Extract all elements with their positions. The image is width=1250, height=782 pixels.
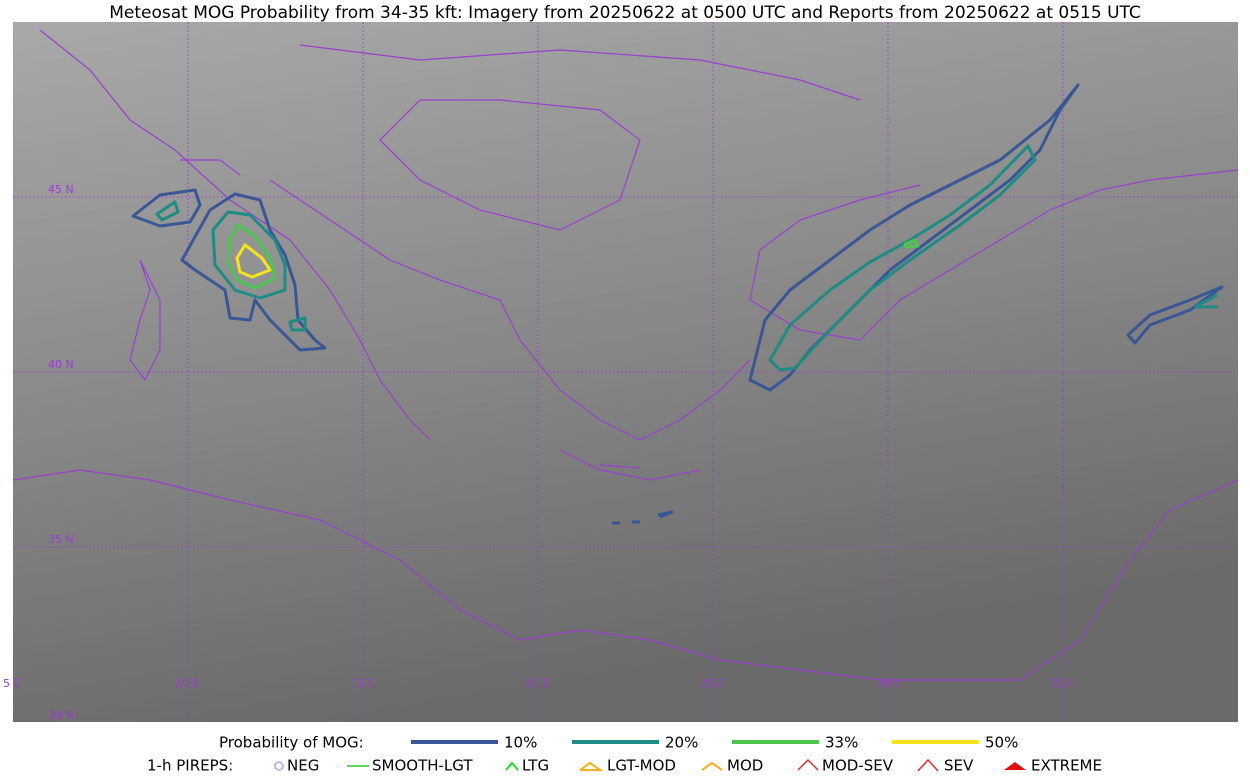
lon-label: 20 E: [525, 677, 549, 690]
lon-label: 5 E: [3, 677, 20, 690]
coastline: [12, 29, 1239, 681]
legend-icon: [917, 758, 939, 772]
legend-label: 50%: [985, 734, 1018, 752]
legend-icon: [505, 761, 519, 771]
lon-label: 30 E: [876, 677, 900, 690]
legend-label: LGT-MOD: [607, 757, 676, 775]
legend: Probability of MOG: 10% 20% 33% 50% 1-h PIREP…: [147, 734, 1102, 775]
map: 45 N 40 N 35 N 30 N 5 E 10 E 15 E 20 E 25 E 30 E 3…: [3, 22, 1239, 722]
legend-label: MOD: [727, 757, 763, 775]
legend-icon: [797, 758, 819, 771]
contour-20: [155, 144, 1218, 372]
contour-10: [131, 83, 1224, 525]
legend-icon: [274, 761, 284, 771]
legend-label: SEV: [944, 757, 974, 775]
lon-label: 25 E: [700, 677, 724, 690]
lon-label: 10 E: [175, 677, 199, 690]
contour-33: [226, 223, 920, 290]
legend-label: 20%: [665, 734, 698, 752]
legend-icon: [579, 761, 604, 771]
lat-label: 30 N: [48, 709, 74, 722]
legend-title: 1-h PIREPS:: [147, 757, 233, 775]
legend-icon: [1004, 762, 1026, 770]
contours: [131, 83, 1224, 525]
title: Meteosat MOG Probability from 34-35 kft:…: [109, 3, 1141, 23]
legend-label: SMOOTH-LGT: [372, 757, 473, 775]
contour-50: [235, 243, 272, 279]
lat-label: 40 N: [48, 358, 74, 371]
legend-label: MOD-SEV: [822, 757, 894, 775]
legend-label: NEG: [287, 757, 319, 775]
lon-label: 35 E: [1050, 677, 1074, 690]
lon-label: 15 E: [350, 677, 374, 690]
legend-icon: [701, 761, 723, 771]
grid: [13, 22, 1238, 722]
legend-label: EXTREME: [1031, 757, 1102, 775]
lat-label: 45 N: [48, 183, 74, 196]
legend-label: 10%: [504, 734, 537, 752]
legend-title: Probability of MOG:: [219, 734, 364, 752]
legend-label: 33%: [825, 734, 858, 752]
lat-label: 35 N: [48, 533, 74, 546]
legend-label: LTG: [522, 757, 549, 775]
